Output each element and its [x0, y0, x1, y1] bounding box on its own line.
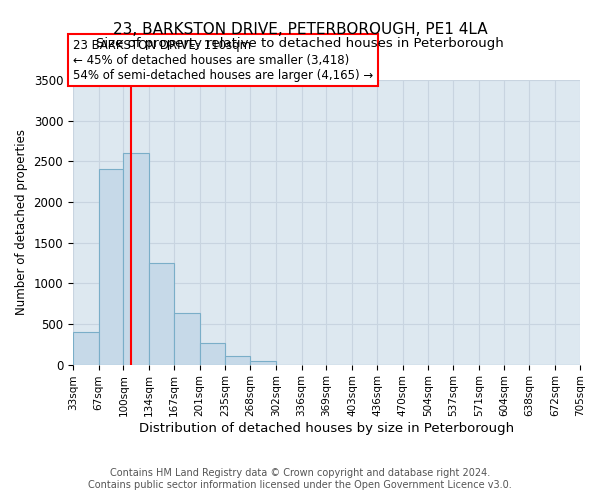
Bar [226, 356, 250, 364]
Text: Contains HM Land Registry data © Crown copyright and database right 2024.
Contai: Contains HM Land Registry data © Crown c… [88, 468, 512, 490]
Bar [124, 153, 149, 364]
Text: 23 BARKSTON DRIVE: 110sqm
← 45% of detached houses are smaller (3,418)
54% of se: 23 BARKSTON DRIVE: 110sqm ← 45% of detac… [73, 38, 373, 82]
X-axis label: Distribution of detached houses by size in Peterborough: Distribution of detached houses by size … [139, 422, 514, 435]
Bar [200, 344, 226, 364]
Bar [174, 314, 200, 364]
Text: 23, BARKSTON DRIVE, PETERBOROUGH, PE1 4LA: 23, BARKSTON DRIVE, PETERBOROUGH, PE1 4L… [113, 22, 487, 38]
Bar [149, 263, 174, 364]
Text: Size of property relative to detached houses in Peterborough: Size of property relative to detached ho… [96, 38, 504, 51]
Bar [250, 360, 276, 364]
Bar [98, 170, 124, 364]
Y-axis label: Number of detached properties: Number of detached properties [15, 130, 28, 316]
Bar [73, 332, 98, 364]
